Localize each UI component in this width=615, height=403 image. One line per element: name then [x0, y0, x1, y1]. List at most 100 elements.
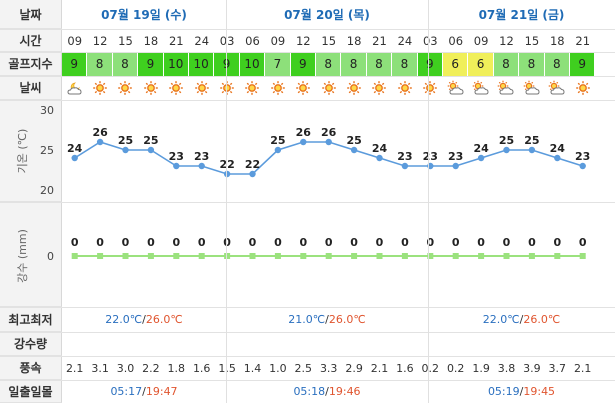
- temp-point: [173, 162, 180, 170]
- wind-cell: 1.8: [167, 361, 186, 375]
- temp-data-label: 26: [92, 126, 108, 139]
- wind-cell: 2.5: [294, 361, 313, 375]
- temp-point: [401, 162, 409, 170]
- row-label-rain-blank: [0, 202, 62, 307]
- temp-point: [350, 146, 358, 154]
- wind-cell: 1.4: [243, 361, 262, 375]
- row-divider: [0, 100, 615, 101]
- wind-cell: 1.5: [218, 361, 236, 375]
- sun-icon: [194, 81, 209, 95]
- temp-data-label: 23: [423, 150, 438, 163]
- temp-axis-label: 기온 (℃): [16, 129, 29, 174]
- golf-index-cell: 8: [316, 52, 342, 76]
- temp-data-label: 23: [397, 150, 412, 163]
- row-label-sun: 일출일몰: [0, 380, 62, 403]
- temp-data-label: 24: [67, 142, 83, 155]
- temp-data-label: 25: [118, 134, 133, 147]
- golf-index-cell: 8: [87, 52, 113, 76]
- rain-point: [300, 253, 307, 259]
- rain-point: [173, 253, 180, 259]
- temp-point: [198, 162, 205, 170]
- hour-cell: 21: [168, 33, 184, 48]
- temp-point: [477, 154, 485, 162]
- hour-cell: 12: [295, 33, 311, 48]
- rain-data-label: 0: [198, 236, 206, 249]
- temp-point: [376, 154, 383, 162]
- temp-point: [325, 138, 332, 146]
- temperature-chart: 기온 (℃) 20 25 30 24 26 25 25 23 23 22 22 25 26 26 25 24 23…: [16, 104, 590, 197]
- temp-data-label: 25: [499, 134, 514, 147]
- temp-point: [147, 146, 155, 154]
- row-divider: [0, 380, 615, 381]
- golf-index-cell: 8: [366, 52, 393, 76]
- rain-data-label: 0: [350, 236, 358, 249]
- weather-cell: [214, 76, 239, 100]
- wind-cell: 3.9: [523, 361, 541, 375]
- rain-point: [97, 253, 104, 259]
- max-temp-day-2: 26.0℃: [328, 313, 366, 326]
- rain-data-label: 0: [274, 236, 282, 249]
- rain-point: [122, 253, 129, 259]
- weather-cell: [570, 76, 595, 100]
- day-divider: [226, 0, 227, 403]
- rain-data-label: 0: [249, 236, 257, 249]
- weather-cell: [87, 76, 112, 100]
- sun-icon: [347, 81, 361, 95]
- sun-sep-3: /: [519, 385, 524, 398]
- sun-day-3: 05:19/19:45: [428, 380, 615, 403]
- golf-index-cell: 6: [468, 52, 494, 76]
- rain-point: [376, 253, 383, 259]
- rain-point: [503, 253, 510, 259]
- weather-cell: [265, 76, 290, 100]
- max-temp-day-3: 26.0℃: [523, 313, 561, 326]
- minmax-sep-1: /: [142, 313, 146, 326]
- rain-point: [478, 253, 485, 259]
- partly-cloudy-icon: [447, 80, 464, 95]
- rain-data-label: 0: [503, 236, 511, 249]
- precipitation-chart: 강수 (mm) 0 0 0 0 0 0 0 0 0 0 0 0 0 0 0 0 0 0 0 0 0 0: [16, 229, 587, 283]
- weather-cell: [138, 76, 163, 100]
- rain-point: [528, 253, 535, 259]
- wind-cell: 1.6: [396, 361, 414, 375]
- row-label-minmax: 최고최저: [0, 307, 62, 332]
- wind-cell: 2.1: [65, 361, 84, 375]
- sun-day-2: 05:18/19:46: [226, 380, 428, 403]
- weather-cell: [392, 76, 417, 100]
- rain-point: [224, 253, 231, 259]
- golf-index-cell: 8: [544, 52, 570, 76]
- golf-index-cell: 9: [62, 52, 88, 76]
- hour-cell: 21: [575, 33, 591, 48]
- rain-point: [351, 253, 358, 259]
- weather-cell: [494, 76, 519, 100]
- rain-tick-label: 0: [47, 250, 54, 263]
- weather-cell: [418, 76, 443, 100]
- temp-point: [452, 162, 459, 170]
- rain-point: [452, 253, 459, 259]
- sun-icon: [372, 81, 387, 95]
- golf-index-cell: 8: [341, 52, 367, 76]
- sunrise-day-1: 05:17: [110, 385, 143, 398]
- rain-data-label: 0: [452, 236, 460, 249]
- golf-index-cell: 9: [214, 52, 240, 76]
- sun-icon: [245, 81, 260, 95]
- sunset-day-2: 19:46: [328, 385, 361, 398]
- date-header-3: 07월 21일 (금): [478, 8, 565, 22]
- date-header-2: 07월 20일 (목): [284, 8, 370, 22]
- row-divider: [0, 356, 615, 357]
- hour-cell: 06: [448, 33, 464, 48]
- temp-tick-label: 20: [40, 184, 54, 197]
- hour-cell: 15: [321, 33, 337, 48]
- weather-cell: [341, 76, 366, 100]
- temp-data-label: 22: [219, 158, 234, 171]
- sunrise-day-3: 05:19: [487, 385, 520, 398]
- temp-data-label: 25: [346, 134, 361, 147]
- weather-cell: [545, 76, 570, 100]
- date-header-1: 07월 19일 (수): [101, 8, 187, 22]
- rain-data-label: 0: [553, 236, 561, 249]
- wind-cell: 2.2: [142, 361, 160, 375]
- golf-index-cell: 7: [265, 52, 291, 76]
- rain-point: [198, 253, 205, 259]
- sun-icon: [118, 81, 133, 95]
- partly-cloudy-night-icon: [67, 82, 82, 95]
